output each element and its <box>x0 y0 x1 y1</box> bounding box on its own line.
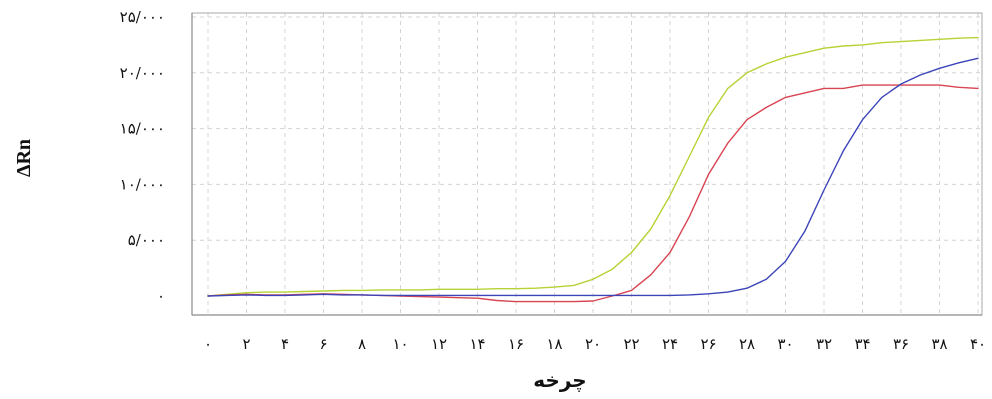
y-tick-labels: ۰ ۵/۰۰۰ ۱۰/۰۰۰ ۱۵/۰۰۰ ۲۰/۰۰۰ ۲۵/۰۰۰ <box>120 8 165 305</box>
x-tick-labels: ۰ ۲ ۴ ۶ ۸ ۱۰ ۱۲ ۱۴ ۱۶ ۱۸ ۲۰ ۲۲ ۲۴ ۲۶ ۲۸ ۳۰ ۳۲ ۳۴ ۳۶ ۳۸ ۴۰ <box>204 335 986 353</box>
x-tick-label: ۳۶ <box>893 335 909 353</box>
y-tick-label: ۲۵/۰۰۰ <box>120 8 165 26</box>
x-tick-label: ۲۶ <box>700 335 716 353</box>
x-tick-label: ۳۰ <box>777 335 793 353</box>
series-line-3 <box>207 57 979 297</box>
x-tick-label: ۰ <box>204 335 212 353</box>
x-tick-label: ۲ <box>242 335 250 353</box>
x-tick-label: ۳۸ <box>931 335 947 353</box>
x-tick-label: ۳۴ <box>854 335 870 353</box>
y-axis-label: ΔRn <box>13 139 35 177</box>
x-tick-label: ۳۲ <box>816 335 832 353</box>
x-tick-label: ۱۶ <box>508 335 524 353</box>
x-tick-label: ۱۴ <box>469 335 485 353</box>
y-tick-label: ۲۰/۰۰۰ <box>120 64 165 82</box>
x-axis-label: چرخه <box>533 368 586 393</box>
x-tick-label: ۲۲ <box>623 335 639 353</box>
x-tick-label: ۲۸ <box>739 335 755 353</box>
grid-lines <box>192 13 982 315</box>
series-line-1 <box>207 36 979 297</box>
y-tick-label: ۵/۰۰۰ <box>128 231 165 249</box>
x-tick-label: ۴ <box>281 335 289 353</box>
y-tick-label: ۱۰/۰۰۰ <box>120 175 165 193</box>
plot-frame <box>191 12 983 316</box>
x-tick-label: ۲۴ <box>662 335 678 353</box>
y-tick-label: ۱۵/۰۰۰ <box>120 120 165 138</box>
x-tick-label: ۸ <box>358 335 366 353</box>
series-lines <box>207 36 979 303</box>
x-tick-label: ۲۰ <box>585 335 601 353</box>
x-tick-label: ۱۸ <box>546 335 562 353</box>
x-tick-label: ۱۰ <box>392 335 408 353</box>
x-tick-label: ۴۰ <box>970 335 986 353</box>
x-tick-label: ۶ <box>319 335 327 353</box>
x-tick-label: ۱۲ <box>431 335 447 353</box>
y-tick-label: ۰ <box>157 287 165 305</box>
